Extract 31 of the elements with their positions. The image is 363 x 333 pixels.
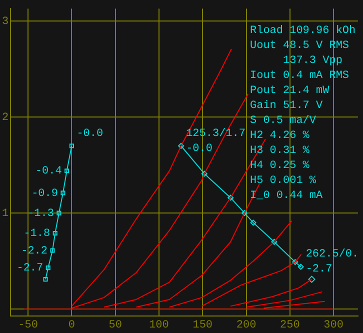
annotation: Pout 21.4 mW [250, 84, 330, 97]
annotation: S 0.5 ma/V [250, 114, 316, 127]
annotation: Rload 109.96 kOh [250, 24, 356, 37]
annotation: 262.5/0. [306, 248, 359, 261]
x-tick-label: 150 [192, 319, 213, 332]
annotation: -2.2 [21, 245, 48, 258]
x-tick-label: 250 [280, 319, 300, 332]
x-tick-label: 50 [108, 319, 122, 332]
y-tick-label: 3 [2, 16, 9, 28]
x-tick-label: 300 [324, 319, 344, 332]
annotation: H4 0.25 % [250, 160, 310, 172]
x-tick-label: -50 [18, 319, 38, 332]
annotation: -1.3 [28, 208, 54, 220]
x-tick-label: 200 [236, 319, 256, 332]
annotation: -2.7 [306, 264, 332, 276]
annotation: Iout 0.4 mA RMS [250, 70, 350, 82]
annotation: 137.3 Vpp [250, 54, 342, 67]
y-tick-label: 1 [2, 208, 9, 220]
annotation: Uout 48.5 V RMS [250, 40, 350, 52]
annotation: -0.0 [76, 128, 104, 140]
x-tick-label: 100 [149, 319, 169, 332]
annotation: H2 4.26 % [250, 130, 310, 142]
x-tick-label: 0 [68, 319, 76, 332]
y-tick-label: 2 [2, 112, 9, 124]
annotation: -1.8 [24, 228, 50, 240]
annotation: -0.0 [186, 142, 212, 155]
annotation: Gain 51.7 V [250, 100, 324, 112]
annotation: -0.9 [32, 188, 58, 200]
annotation: -0.4 [35, 166, 62, 178]
annotation: H5 0.001 % [250, 174, 316, 187]
annotation: -2.7 [16, 262, 44, 275]
